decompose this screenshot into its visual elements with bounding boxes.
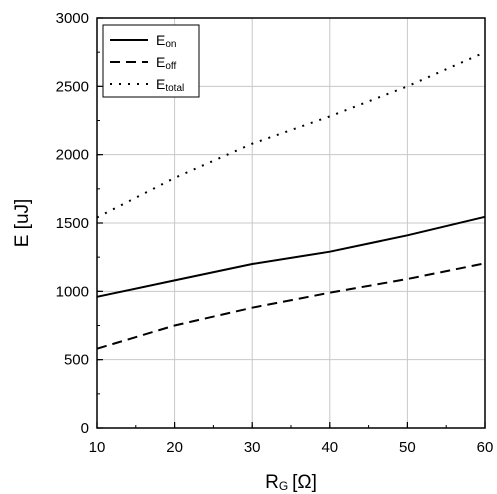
y-tick-label: 500 <box>64 352 89 369</box>
y-tick-labels: 0 500 1000 1500 2000 2500 3000 <box>56 10 89 437</box>
x-axis-title-main: R <box>265 472 279 493</box>
y-tick-label: 2000 <box>56 147 89 164</box>
x-tick-label: 30 <box>244 439 261 456</box>
x-tick-labels: 10 20 30 40 50 60 <box>89 439 494 456</box>
plot-frame <box>96 17 486 429</box>
x-axis-title-unit: [Ω] <box>292 472 317 493</box>
legend-label-on: Eon <box>156 32 176 50</box>
legend-label-sub: on <box>165 39 176 50</box>
x-tick-label: 60 <box>477 439 494 456</box>
y-tick-label: 2500 <box>56 78 89 95</box>
y-tick-label: 1500 <box>56 215 89 232</box>
x-tick-label: 20 <box>166 439 183 456</box>
x-tick-label: 50 <box>399 439 416 456</box>
y-tick-label: 0 <box>81 420 89 437</box>
legend-label-sub: off <box>165 61 176 72</box>
legend-label-off: Eoff <box>156 54 177 72</box>
series-line-off <box>96 262 486 350</box>
legend-label-main: E <box>156 54 165 70</box>
series-line-total <box>96 51 486 219</box>
grid <box>97 18 485 428</box>
series-layer <box>96 51 486 350</box>
x-tick-label: 10 <box>89 439 106 456</box>
y-tick-label: 1000 <box>56 283 89 300</box>
legend-label-total: Etotal <box>156 76 184 94</box>
y-axis-title: E [uJ] <box>12 199 33 248</box>
x-tick-label: 40 <box>321 439 338 456</box>
x-axis-title-sub: G <box>279 479 288 493</box>
y-tick-label: 3000 <box>56 10 89 27</box>
x-axis-title: RG [Ω] <box>265 472 317 493</box>
legend-label-main: E <box>156 76 165 92</box>
legend-label-sub: total <box>165 83 184 94</box>
series-line-on <box>96 215 486 298</box>
legend-label-main: E <box>156 32 165 48</box>
